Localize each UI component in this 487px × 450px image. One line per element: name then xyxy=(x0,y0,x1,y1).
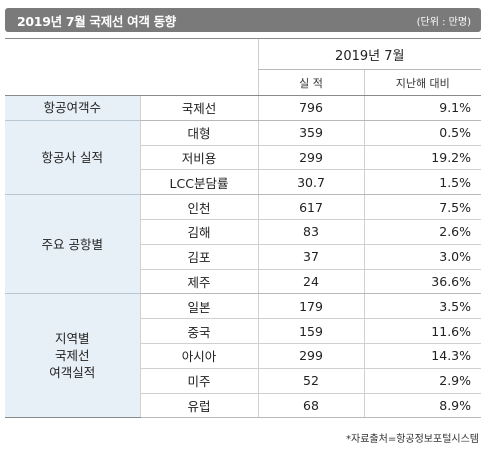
yoy-cell: 8.9% xyxy=(363,393,482,419)
category-cell: 항공여객수 xyxy=(5,95,140,121)
table-row: 항공여객수 국제선 796 9.1% xyxy=(5,95,482,121)
item-cell: 국제선 xyxy=(139,95,258,121)
yoy-cell: 9.1% xyxy=(363,95,482,121)
title-bar: 2019년 7월 국제선 여객 동향 (단위 : 만명) xyxy=(5,8,481,32)
performance-cell: 299 xyxy=(257,145,364,171)
item-cell: 중국 xyxy=(139,318,258,344)
item-cell: 미주 xyxy=(139,368,258,394)
yoy-cell: 7.5% xyxy=(363,194,482,220)
table-row: 지역별 국제선 여객실적 일본 179 3.5% xyxy=(5,293,482,419)
item-cell: LCC분담률 xyxy=(139,169,258,196)
performance-cell: 299 xyxy=(257,343,364,369)
item-cell: 제주 xyxy=(139,269,258,295)
unit-label: (단위 : 만명) xyxy=(416,16,471,28)
period-header: 2019년 7월 xyxy=(257,38,482,70)
yoy-cell: 2.9% xyxy=(363,368,482,394)
header-blank xyxy=(5,38,258,70)
header-blank-2 xyxy=(5,69,258,96)
table-row: 김해 83 2.6% xyxy=(5,219,482,245)
yoy-cell: 0.5% xyxy=(363,120,482,146)
yoy-cell: 11.6% xyxy=(363,318,482,344)
table-row: 주요 공항별 인천 617 7.5% xyxy=(5,194,482,295)
item-cell: 김해 xyxy=(139,219,258,245)
item-cell: 일본 xyxy=(139,293,258,320)
performance-cell: 796 xyxy=(257,95,364,121)
table-row: 항공사 실적 대형 359 0.5% xyxy=(5,120,482,196)
yoy-cell: 14.3% xyxy=(363,343,482,369)
performance-cell: 617 xyxy=(257,194,364,220)
category-cell: 주요 공항별 xyxy=(5,194,140,295)
category-cell: 항공사 실적 xyxy=(5,120,140,196)
col-header-yoy: 지난해 대비 xyxy=(363,69,482,96)
item-cell: 저비용 xyxy=(139,145,258,171)
item-cell: 아시아 xyxy=(139,343,258,369)
source-note: *자료출처=항공정보포털시스템 xyxy=(346,434,479,445)
yoy-cell: 3.5% xyxy=(363,293,482,320)
performance-cell: 37 xyxy=(257,244,364,270)
passenger-table: 2019년 7월 실 적 지난해 대비 항공여객수 국제선 796 9.1% 항공사 실… xyxy=(5,38,482,419)
performance-cell: 83 xyxy=(257,219,364,245)
yoy-cell: 2.6% xyxy=(363,219,482,245)
table-row: 유럽 68 8.9% xyxy=(5,393,482,419)
table-row: LCC분담률 30.7 1.5% xyxy=(5,169,482,196)
yoy-cell: 19.2% xyxy=(363,145,482,171)
table-row: 제주 24 36.6% xyxy=(5,269,482,295)
table-row: 아시아 299 14.3% xyxy=(5,343,482,369)
page-title: 2019년 7월 국제선 여객 동향 xyxy=(17,13,176,29)
table-row: 김포 37 3.0% xyxy=(5,244,482,270)
performance-cell: 30.7 xyxy=(257,169,364,196)
yoy-cell: 1.5% xyxy=(363,169,482,196)
item-cell: 유럽 xyxy=(139,393,258,419)
performance-cell: 68 xyxy=(257,393,364,419)
yoy-cell: 36.6% xyxy=(363,269,482,295)
table-row: 저비용 299 19.2% xyxy=(5,145,482,171)
item-cell: 김포 xyxy=(139,244,258,270)
table-row: 중국 159 11.6% xyxy=(5,318,482,344)
header-row-period: 2019년 7월 xyxy=(5,38,482,70)
performance-cell: 359 xyxy=(257,120,364,146)
yoy-cell: 3.0% xyxy=(363,244,482,270)
item-cell: 인천 xyxy=(139,194,258,220)
header-row-columns: 실 적 지난해 대비 xyxy=(5,69,482,96)
category-cell: 지역별 국제선 여객실적 xyxy=(5,293,140,419)
performance-cell: 159 xyxy=(257,318,364,344)
col-header-performance: 실 적 xyxy=(257,69,364,96)
item-cell: 대형 xyxy=(139,120,258,146)
performance-cell: 179 xyxy=(257,293,364,320)
performance-cell: 52 xyxy=(257,368,364,394)
table-row: 미주 52 2.9% xyxy=(5,368,482,394)
performance-cell: 24 xyxy=(257,269,364,295)
